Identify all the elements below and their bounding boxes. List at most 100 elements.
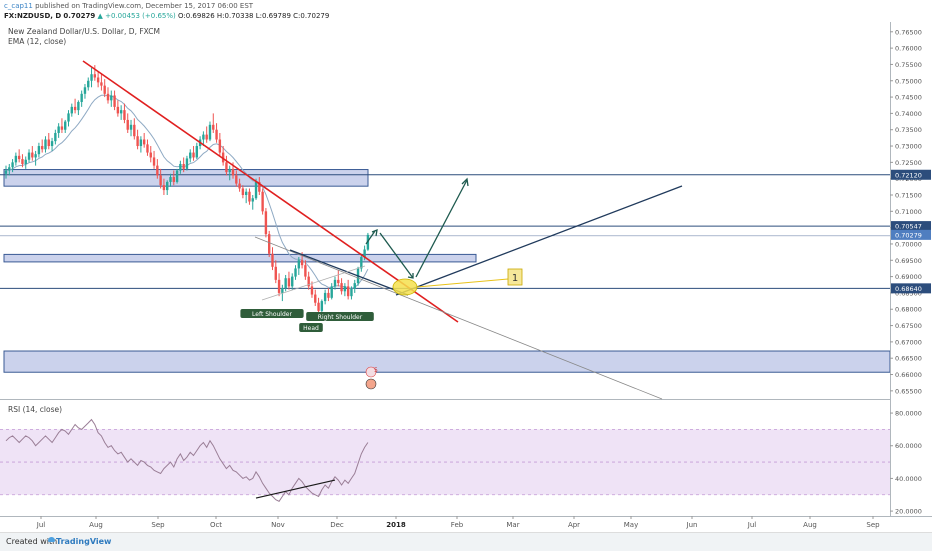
candle[interactable] xyxy=(4,165,8,179)
candle[interactable] xyxy=(103,79,106,98)
candle[interactable] xyxy=(343,283,347,297)
candle[interactable] xyxy=(205,126,208,143)
candle[interactable] xyxy=(360,253,363,272)
candle[interactable] xyxy=(317,297,320,315)
candle[interactable] xyxy=(90,67,93,88)
publisher-link[interactable]: c_cap11 xyxy=(4,2,33,10)
candle[interactable] xyxy=(24,156,27,169)
candle[interactable] xyxy=(159,168,162,189)
candle[interactable] xyxy=(129,119,133,137)
candle[interactable] xyxy=(17,149,21,163)
candle[interactable] xyxy=(77,100,80,116)
candle[interactable] xyxy=(353,279,356,293)
candle[interactable] xyxy=(248,188,251,205)
candle[interactable] xyxy=(136,129,139,150)
candle[interactable] xyxy=(228,165,231,181)
candle[interactable] xyxy=(251,194,254,210)
candle[interactable] xyxy=(291,273,294,290)
candle[interactable] xyxy=(8,163,11,176)
candle[interactable] xyxy=(212,113,215,133)
candle[interactable] xyxy=(179,160,182,174)
candle[interactable] xyxy=(284,274,287,292)
candle[interactable] xyxy=(258,177,261,195)
economic-event-icon[interactable] xyxy=(365,366,377,378)
candle[interactable] xyxy=(310,281,314,298)
confluence-highlight[interactable] xyxy=(392,278,418,296)
candle[interactable] xyxy=(189,149,192,163)
candle[interactable] xyxy=(50,137,54,151)
candle[interactable] xyxy=(169,173,172,187)
candle[interactable] xyxy=(110,90,113,107)
candle[interactable] xyxy=(268,230,271,258)
candle[interactable] xyxy=(100,74,103,91)
candle[interactable] xyxy=(307,271,310,290)
candle[interactable] xyxy=(67,110,70,127)
candle[interactable] xyxy=(34,150,37,166)
candle[interactable] xyxy=(337,270,340,287)
candle[interactable] xyxy=(185,155,189,171)
candle[interactable] xyxy=(54,129,57,145)
candle[interactable] xyxy=(172,170,175,186)
flag-event-icon[interactable] xyxy=(365,378,377,390)
candle[interactable] xyxy=(106,87,110,104)
candle[interactable] xyxy=(133,118,136,140)
candle[interactable] xyxy=(40,139,44,153)
candle[interactable] xyxy=(73,98,77,114)
candle[interactable] xyxy=(146,139,149,156)
time-axis[interactable]: Jul Aug Sep Oct Nov Dec 2018 Feb Mar Apr May Jun Jul… xyxy=(0,516,932,532)
candle[interactable] xyxy=(340,278,343,295)
candle[interactable] xyxy=(261,188,264,215)
candle[interactable] xyxy=(241,185,245,199)
candle[interactable] xyxy=(80,90,83,107)
candle[interactable] xyxy=(70,103,73,117)
candle[interactable] xyxy=(323,289,327,305)
candle[interactable] xyxy=(87,77,90,91)
candle[interactable] xyxy=(287,271,291,290)
rsi-pane[interactable]: RSI (14, close) xyxy=(0,400,890,516)
candle[interactable] xyxy=(47,132,50,150)
candle[interactable] xyxy=(149,146,152,163)
candle[interactable] xyxy=(93,65,97,81)
tradingview-logo-text[interactable]: TradingView xyxy=(56,537,112,546)
candle[interactable] xyxy=(274,260,277,284)
candle[interactable] xyxy=(44,136,47,153)
candle[interactable] xyxy=(182,157,185,173)
candle[interactable] xyxy=(244,188,248,204)
candle[interactable] xyxy=(166,180,169,195)
candle[interactable] xyxy=(235,170,238,187)
candle[interactable] xyxy=(271,247,274,271)
candle[interactable] xyxy=(113,90,116,111)
candle[interactable] xyxy=(346,279,350,300)
candle[interactable] xyxy=(21,154,24,168)
candle[interactable] xyxy=(142,132,146,148)
candle[interactable] xyxy=(314,289,317,306)
candle[interactable] xyxy=(27,149,31,163)
candle[interactable] xyxy=(60,118,64,133)
candle[interactable] xyxy=(350,286,353,300)
candle[interactable] xyxy=(330,283,333,300)
candle[interactable] xyxy=(139,136,143,153)
candle[interactable] xyxy=(195,142,199,160)
candle[interactable] xyxy=(218,132,222,156)
candle[interactable] xyxy=(14,152,18,166)
candle[interactable] xyxy=(64,119,67,133)
chart-area[interactable]: 1 Left Shoulder Head Right Shoulder 5 New Zea… xyxy=(0,22,932,532)
candle[interactable] xyxy=(116,100,120,117)
candle[interactable] xyxy=(304,260,307,280)
candle[interactable] xyxy=(225,155,228,176)
candle[interactable] xyxy=(320,299,324,313)
candle[interactable] xyxy=(192,146,195,161)
candle[interactable] xyxy=(152,150,156,169)
candle[interactable] xyxy=(294,265,297,280)
candle[interactable] xyxy=(215,123,218,143)
candle[interactable] xyxy=(83,84,87,99)
candle[interactable] xyxy=(119,105,123,120)
callout-box[interactable] xyxy=(507,268,523,286)
candle[interactable] xyxy=(175,168,179,184)
candle[interactable] xyxy=(208,121,212,142)
candle[interactable] xyxy=(238,178,241,192)
candle[interactable] xyxy=(96,70,100,88)
price-pane[interactable]: 1 Left Shoulder Head Right Shoulder 5 New Zea… xyxy=(0,22,891,400)
candle[interactable] xyxy=(333,276,337,290)
candle[interactable] xyxy=(277,273,281,297)
